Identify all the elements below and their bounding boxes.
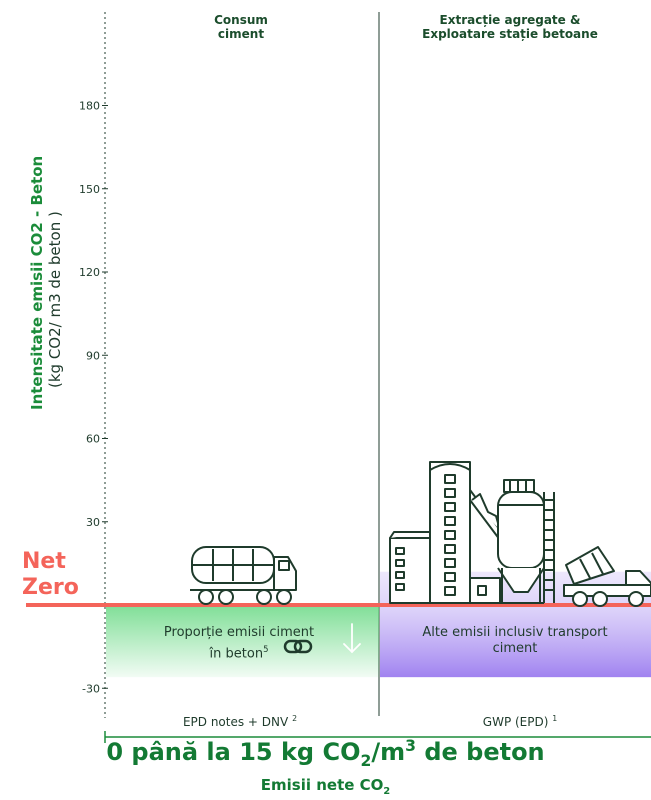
bar-label-other: Alte emisii inclusiv transport ciment	[422, 625, 608, 656]
y-tick-label: -30	[82, 682, 100, 695]
column-title-cement: Consum ciment	[214, 13, 268, 41]
subline-prefix: Emisii nete CO	[260, 776, 384, 794]
headline-sub: 2	[360, 751, 372, 770]
y-tick-label: 60	[86, 433, 100, 446]
headline-prefix: 0 până la 15 kg CO	[106, 738, 361, 766]
bar-cement-share	[106, 605, 379, 678]
headline-sup: 3	[405, 737, 416, 755]
y-tick-group: 180 150 120 90 60 30 -30	[79, 100, 108, 695]
source-other-footnote: 1	[552, 714, 558, 723]
y-axis-label-bold: Intensitate emisii CO2 - Beton	[28, 155, 46, 410]
y-tick-label: 150	[79, 183, 100, 196]
headline: 0 până la 15 kg CO2/m3 de beton	[0, 737, 651, 770]
subline: Emisii nete CO2	[0, 776, 651, 797]
y-tick-label: 120	[79, 266, 100, 279]
y-tick-label: 90	[86, 349, 100, 362]
chain-link-icon	[283, 639, 313, 654]
source-other-text: GWP (EPD)	[482, 715, 549, 729]
column-title-aggregates: Extracție agregate & Exploatare stație b…	[422, 13, 598, 41]
source-cement-footnote: 2	[292, 714, 298, 723]
y-axis-label: Intensitate emisii CO2 - Beton (kg CO2/ …	[28, 156, 64, 410]
net-zero-label-line2: Zero	[22, 575, 79, 600]
headline-suffix: de beton	[415, 738, 545, 766]
source-cement: EPD notes + DNV 2	[140, 714, 340, 729]
subline-sub: 2	[383, 786, 391, 797]
down-arrow-icon	[343, 623, 361, 654]
source-cement-text: EPD notes + DNV	[182, 715, 289, 729]
cement-truck-icon	[190, 546, 297, 605]
source-other: GWP (EPD) 1	[420, 714, 620, 729]
y-tick-label: 180	[79, 100, 100, 113]
concrete-plant-icon	[389, 461, 555, 604]
net-zero-label-line1: Net	[22, 549, 66, 574]
headline-mid: /m	[371, 738, 406, 766]
concrete-mixer-truck-icon	[563, 546, 651, 607]
bar-label-cement-text: Proporție emisii ciment în beton	[163, 625, 315, 662]
bar-label-cement: Proporție emisii ciment în beton5	[148, 625, 330, 662]
bar-label-cement-footnote: 5	[263, 644, 269, 654]
y-tick-label: 30	[86, 516, 100, 529]
y-axis-label-unit: (kg CO2/ m3 de beton )	[46, 211, 64, 388]
